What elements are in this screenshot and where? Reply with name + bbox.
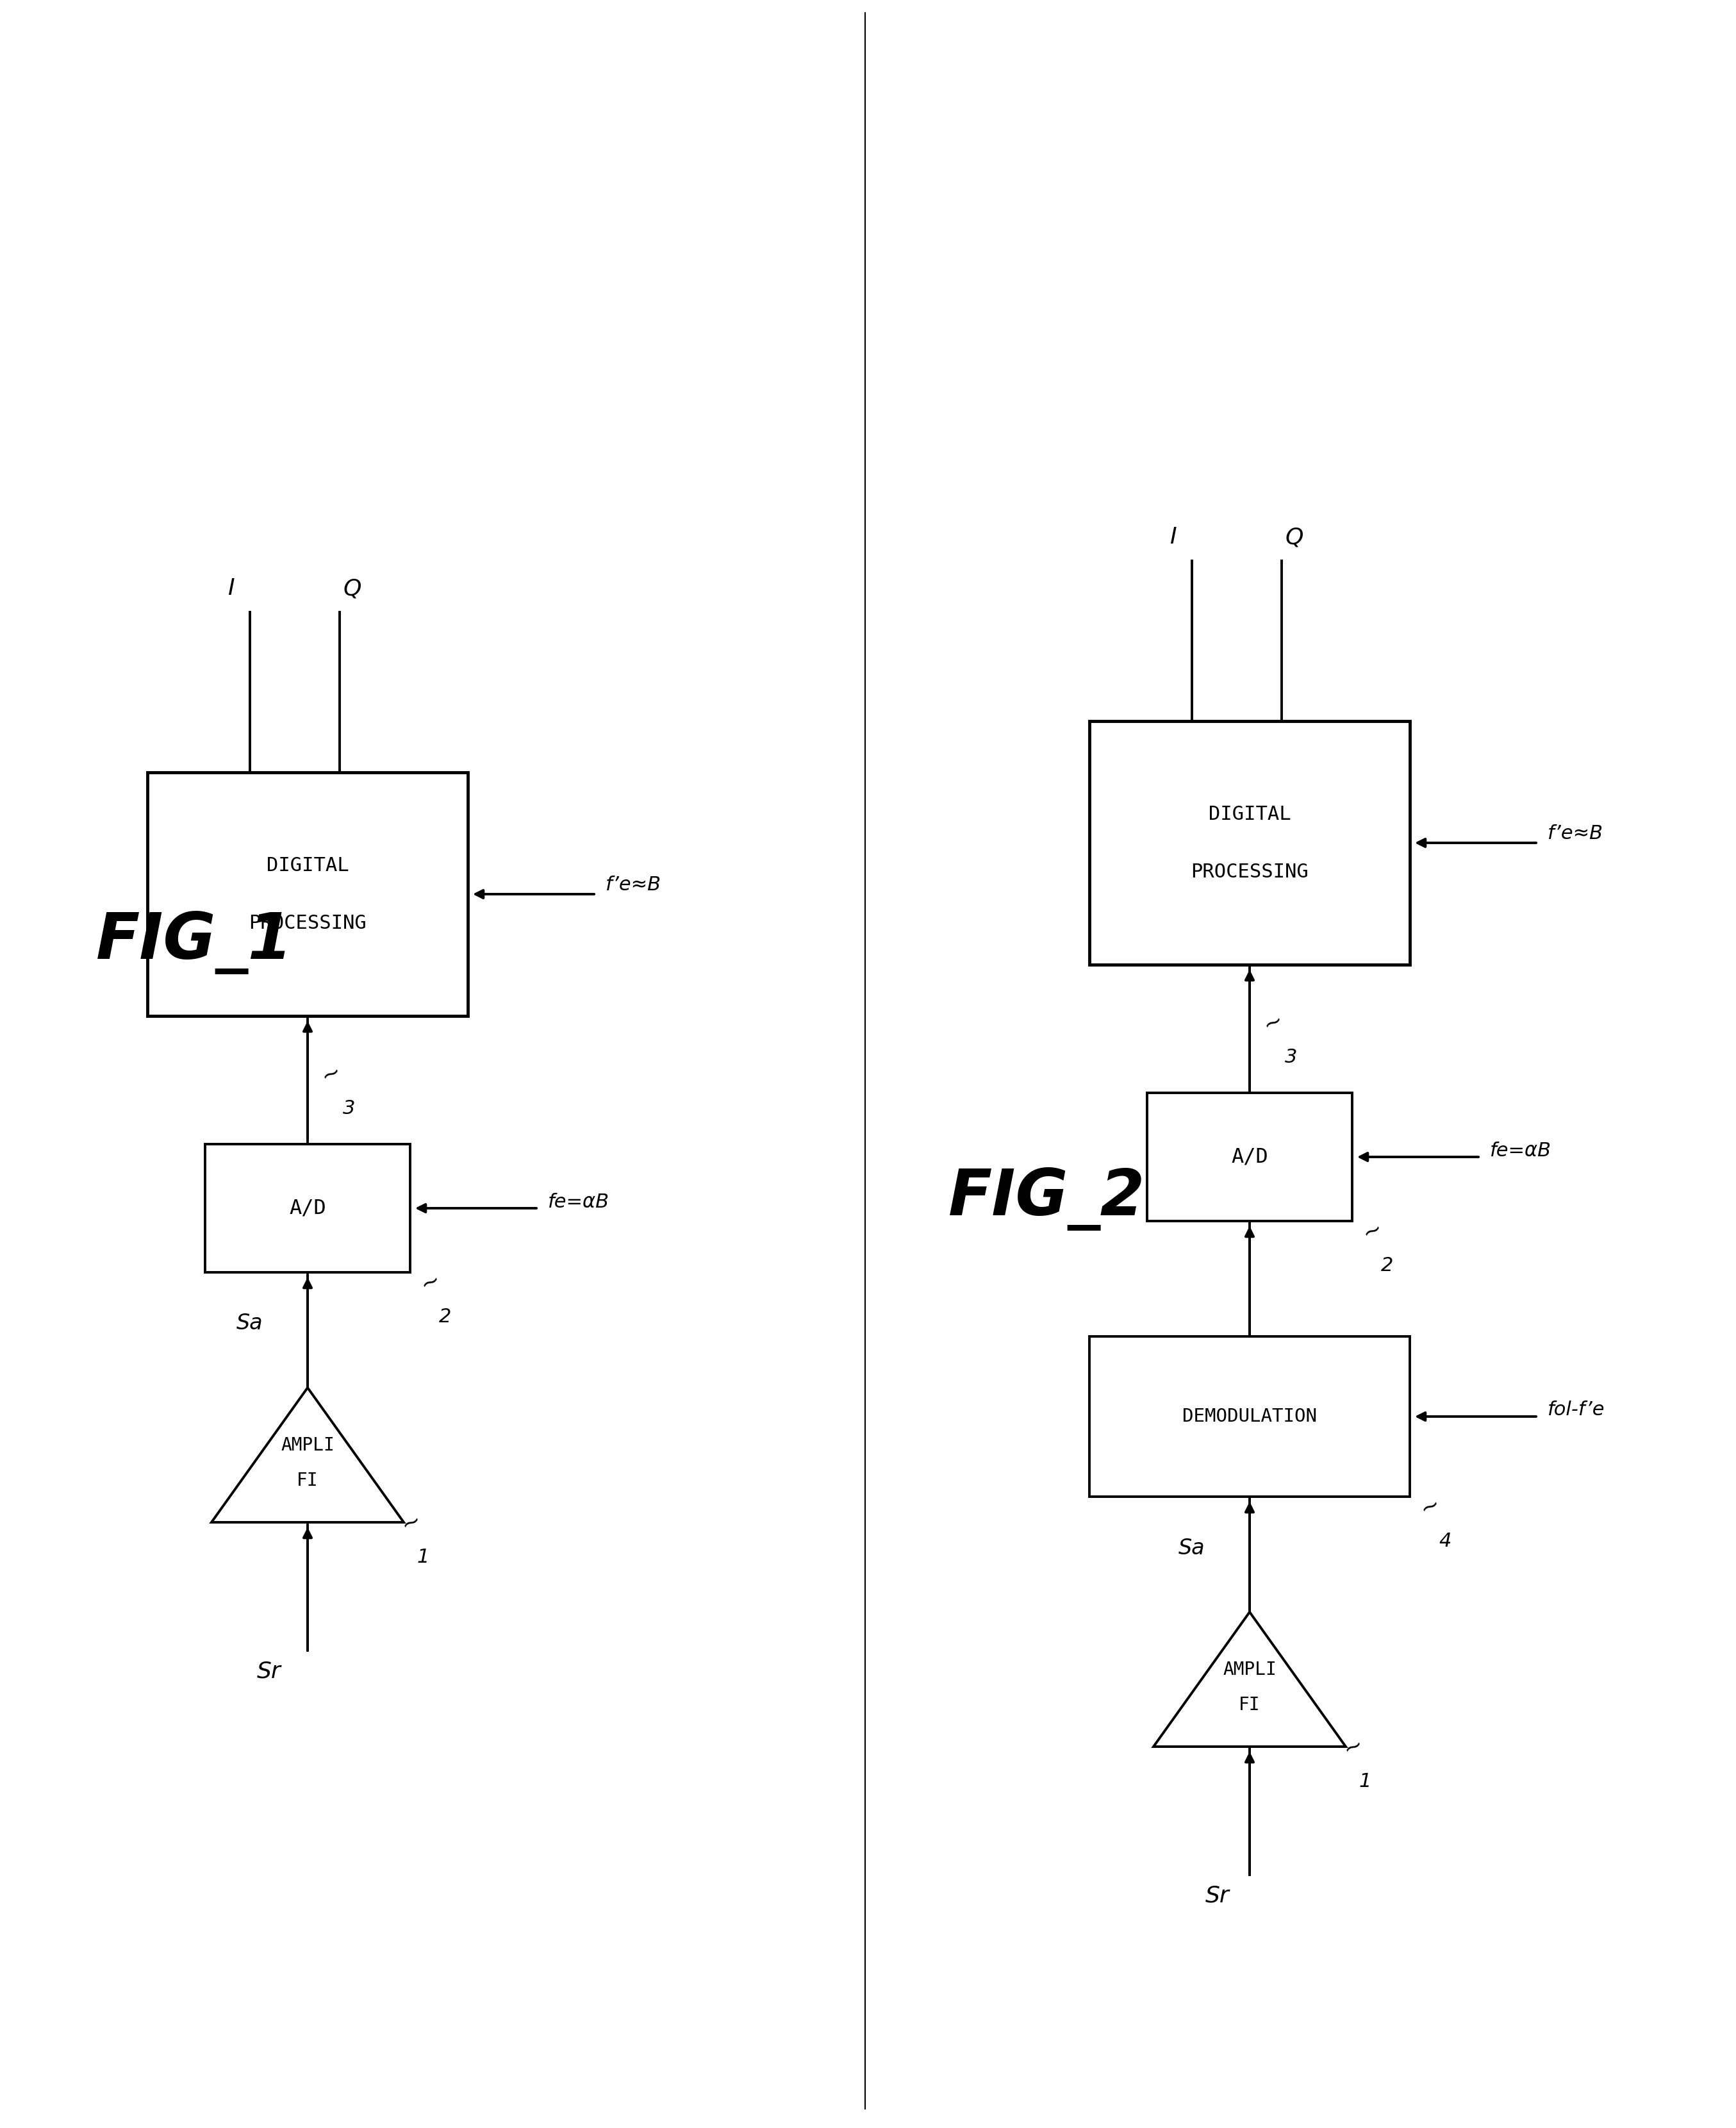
Text: ~: ~ [398, 1509, 424, 1536]
Text: PROCESSING: PROCESSING [248, 913, 366, 932]
Text: fol-f’e: fol-f’e [1547, 1400, 1606, 1419]
Text: Q: Q [1285, 526, 1304, 549]
Text: Sa: Sa [1179, 1536, 1205, 1558]
Text: ~: ~ [1340, 1732, 1366, 1760]
Polygon shape [1153, 1613, 1345, 1747]
Text: Sa: Sa [236, 1313, 264, 1334]
Bar [1090, 721, 1410, 964]
Text: ~: ~ [1359, 1217, 1385, 1245]
Text: AMPLI: AMPLI [281, 1436, 335, 1453]
Text: ~: ~ [417, 1268, 443, 1296]
Text: PROCESSING: PROCESSING [1191, 862, 1309, 881]
Text: FI: FI [1240, 1696, 1260, 1713]
Text: FI: FI [297, 1473, 318, 1490]
Text: AMPLI: AMPLI [1222, 1660, 1276, 1679]
Text: Q: Q [344, 577, 361, 600]
Text: 4: 4 [1439, 1532, 1451, 1551]
Text: fe=αB: fe=αB [549, 1192, 609, 1211]
Text: ~: ~ [1417, 1492, 1443, 1519]
Bar [205, 1145, 410, 1273]
Bar [1090, 1336, 1410, 1496]
Text: FIG_2: FIG_2 [948, 1166, 1146, 1230]
Text: fe=αB: fe=αB [1489, 1141, 1552, 1160]
Text: 3: 3 [1285, 1047, 1297, 1066]
Text: Sr: Sr [257, 1660, 281, 1681]
Text: 3: 3 [344, 1100, 356, 1117]
Text: 1: 1 [417, 1547, 429, 1566]
Text: A/D: A/D [1231, 1147, 1267, 1166]
Text: FIG_1: FIG_1 [95, 911, 293, 975]
Text: DEMODULATION: DEMODULATION [1182, 1407, 1318, 1426]
Text: I: I [1170, 526, 1175, 549]
Text: f’e≈B: f’e≈B [606, 875, 661, 894]
Text: DIGITAL: DIGITAL [266, 855, 349, 875]
Text: f’e≈B: f’e≈B [1547, 824, 1604, 843]
Polygon shape [212, 1387, 404, 1522]
Text: I: I [227, 577, 234, 600]
Text: 1: 1 [1359, 1773, 1371, 1792]
Text: 2: 2 [439, 1307, 451, 1326]
Bar [1147, 1094, 1352, 1221]
Text: Sr: Sr [1205, 1885, 1229, 1907]
Text: 2: 2 [1382, 1256, 1394, 1275]
Bar [148, 772, 467, 1015]
Text: A/D: A/D [290, 1198, 326, 1217]
Text: DIGITAL: DIGITAL [1208, 804, 1292, 824]
Text: ~: ~ [1259, 1009, 1286, 1036]
Text: ~: ~ [318, 1060, 344, 1087]
